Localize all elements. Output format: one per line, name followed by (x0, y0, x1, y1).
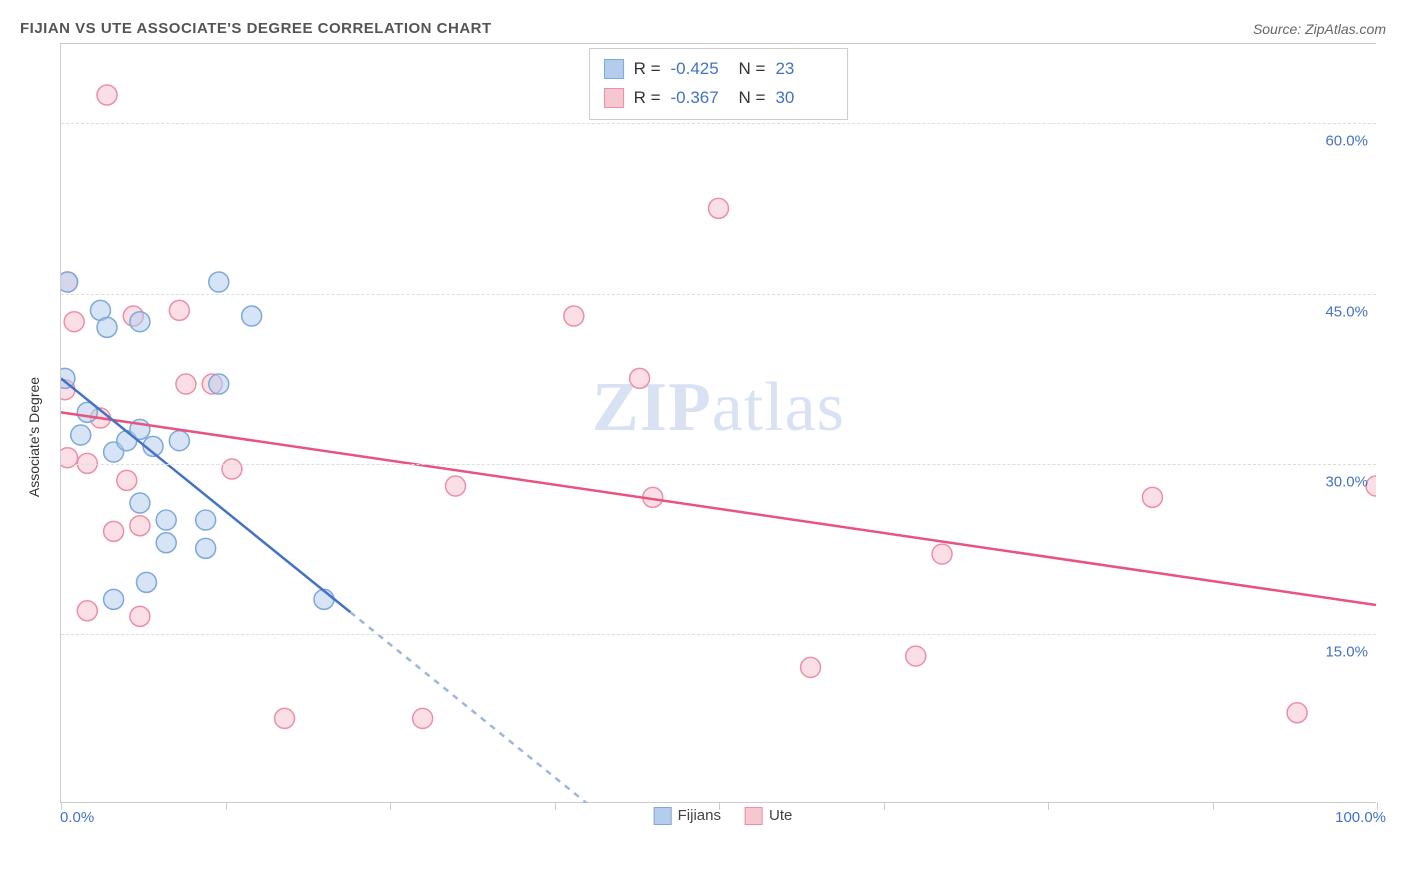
trend-line (350, 612, 587, 803)
stats-row-fijians: R = -0.425 N = 23 (604, 55, 834, 84)
data-point-ute (446, 476, 466, 496)
data-point-fijians (196, 510, 216, 530)
data-point-ute (104, 521, 124, 541)
scatter-svg (61, 44, 1376, 803)
data-point-ute (630, 368, 650, 388)
gridline (61, 634, 1376, 635)
stats-n-label: N = (739, 55, 766, 84)
data-point-fijians (71, 425, 91, 445)
stats-r-fijians: -0.425 (671, 55, 729, 84)
data-point-fijians (209, 272, 229, 292)
data-point-ute (169, 300, 189, 320)
data-point-ute (117, 470, 137, 490)
y-axis-label-wrap: Associate's Degree (24, 43, 44, 831)
legend-item-fijians: Fijians (654, 807, 721, 825)
stats-r-label: R = (634, 84, 661, 113)
data-point-fijians (156, 533, 176, 553)
stats-n-label: N = (739, 84, 766, 113)
gridline (61, 294, 1376, 295)
data-point-ute (130, 606, 150, 626)
swatch-ute-icon (745, 807, 763, 825)
y-tick-label: 60.0% (1325, 133, 1368, 150)
source-label: Source: ZipAtlas.com (1253, 21, 1386, 37)
data-point-fijians (169, 431, 189, 451)
data-point-fijians (209, 374, 229, 394)
stats-legend-box: R = -0.425 N = 23 R = -0.367 N = 30 (589, 48, 849, 120)
legend-item-ute: Ute (745, 807, 792, 825)
legend-label-ute: Ute (769, 807, 792, 824)
data-point-ute (906, 646, 926, 666)
stats-n-fijians: 23 (775, 55, 833, 84)
plot-area: ZIPatlas R = -0.425 N = 23 R = -0.367 N … (60, 43, 1376, 803)
data-point-ute (1287, 703, 1307, 723)
y-tick-label: 45.0% (1325, 303, 1368, 320)
stats-r-ute: -0.367 (671, 84, 729, 113)
swatch-fijians (604, 59, 624, 79)
data-point-ute (932, 544, 952, 564)
swatch-fijians-icon (654, 807, 672, 825)
trend-line (61, 412, 1376, 605)
data-point-ute (801, 657, 821, 677)
data-point-ute (1142, 487, 1162, 507)
stats-row-ute: R = -0.367 N = 30 (604, 84, 834, 113)
stats-r-label: R = (634, 55, 661, 84)
y-tick-label: 15.0% (1325, 643, 1368, 660)
chart-title: FIJIAN VS UTE ASSOCIATE'S DEGREE CORRELA… (20, 20, 492, 37)
data-point-ute (708, 198, 728, 218)
data-point-ute (64, 312, 84, 332)
data-point-ute (130, 516, 150, 536)
data-point-fijians (61, 272, 78, 292)
data-point-ute (564, 306, 584, 326)
data-point-fijians (130, 493, 150, 513)
data-point-fijians (196, 538, 216, 558)
data-point-ute (176, 374, 196, 394)
data-point-fijians (136, 572, 156, 592)
data-point-fijians (242, 306, 262, 326)
swatch-ute (604, 88, 624, 108)
y-tick-label: 30.0% (1325, 473, 1368, 490)
data-point-ute (97, 85, 117, 105)
x-label-max: 100.0% (1335, 809, 1386, 826)
data-point-ute (77, 601, 97, 621)
chart-container: FIJIAN VS UTE ASSOCIATE'S DEGREE CORRELA… (20, 20, 1386, 872)
gridline (61, 123, 1376, 124)
data-point-ute (222, 459, 242, 479)
data-point-fijians (130, 312, 150, 332)
data-point-ute (275, 708, 295, 728)
data-point-fijians (156, 510, 176, 530)
legend-bottom: Fijians Ute (654, 807, 793, 825)
data-point-ute (413, 708, 433, 728)
x-label-min: 0.0% (60, 809, 94, 826)
data-point-ute (61, 448, 78, 468)
chart-header: FIJIAN VS UTE ASSOCIATE'S DEGREE CORRELA… (20, 20, 1386, 43)
legend-label-fijians: Fijians (678, 807, 721, 824)
data-point-fijians (104, 589, 124, 609)
trend-line (61, 378, 350, 612)
y-axis-label: Associate's Degree (26, 377, 42, 497)
data-point-fijians (97, 317, 117, 337)
x-axis-labels: 0.0% Fijians Ute 100.0% (60, 803, 1386, 831)
stats-n-ute: 30 (775, 84, 833, 113)
gridline (61, 464, 1376, 465)
